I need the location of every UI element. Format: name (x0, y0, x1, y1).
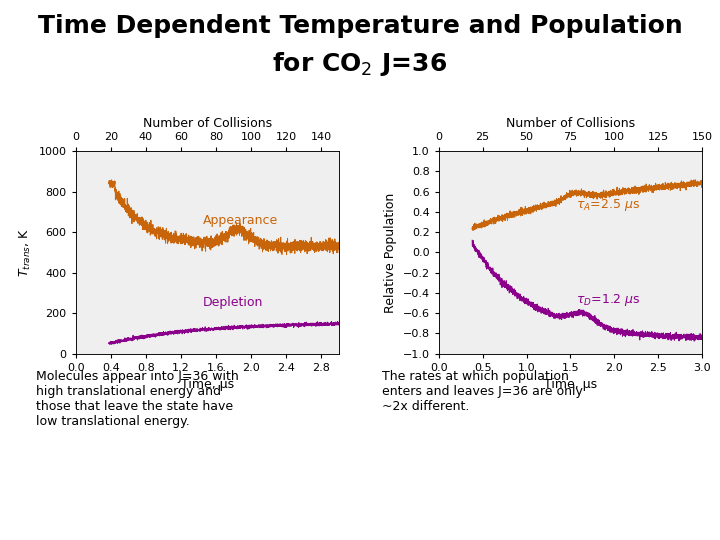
X-axis label: Number of Collisions: Number of Collisions (143, 117, 271, 130)
Text: for CO$_2$ J=36: for CO$_2$ J=36 (272, 50, 448, 78)
Text: The rates at which population
enters and leaves J=36 are only
~2x different.: The rates at which population enters and… (382, 370, 582, 413)
Text: $\tau_A$=2.5 $\mu$s: $\tau_A$=2.5 $\mu$s (576, 197, 640, 213)
Y-axis label: Relative Population: Relative Population (384, 192, 397, 313)
Text: Molecules appear into J=36 with
high translational energy and
those that leave t: Molecules appear into J=36 with high tra… (36, 370, 239, 428)
X-axis label: Time, μs: Time, μs (544, 379, 597, 392)
X-axis label: Time, μs: Time, μs (181, 379, 234, 392)
Text: Depletion: Depletion (203, 296, 264, 309)
Text: $\tau_D$=1.2 $\mu$s: $\tau_D$=1.2 $\mu$s (576, 292, 640, 308)
Text: Appearance: Appearance (203, 214, 278, 227)
X-axis label: Number of Collisions: Number of Collisions (506, 117, 635, 130)
Text: Time Dependent Temperature and Population: Time Dependent Temperature and Populatio… (37, 14, 683, 37)
Y-axis label: $T_{trans}$, K: $T_{trans}$, K (18, 228, 33, 277)
